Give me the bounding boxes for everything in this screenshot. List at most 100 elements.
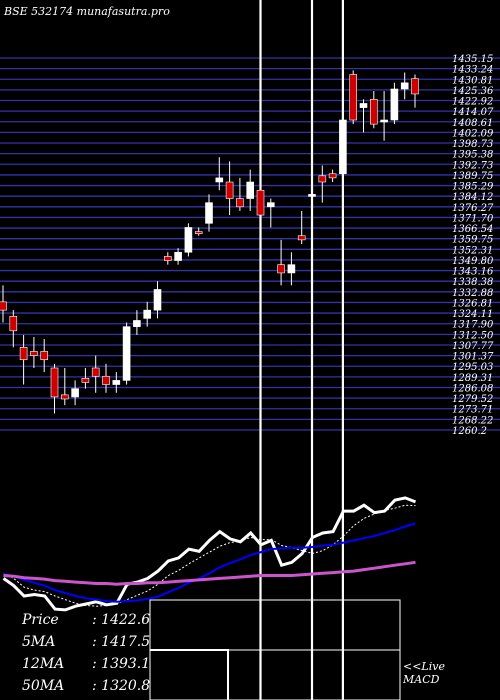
- y-tick-label: 1395.38: [452, 150, 493, 161]
- y-tick-label: 1425.36: [452, 86, 494, 97]
- candle-body: [153, 289, 162, 311]
- ma50-readout: 50MA: 1320.8: [22, 678, 151, 694]
- series-line-50ma: [3, 560, 416, 586]
- y-tick-label: 1343.16: [452, 267, 494, 278]
- y-tick-label: 1384.12: [452, 192, 493, 203]
- y-tick-label: 1332.88: [452, 288, 493, 299]
- y-tick-label: 1371.70: [452, 213, 494, 224]
- candle-body: [164, 256, 172, 261]
- candle-body: [19, 347, 28, 361]
- candle-body: [390, 88, 399, 121]
- y-tick-label: 1317.90: [452, 320, 494, 331]
- ma5-readout: 5MA: 1417.5: [22, 634, 151, 650]
- y-tick-label: 1402.09: [452, 128, 494, 139]
- price-readout: Price: 1422.6: [22, 612, 151, 628]
- series-line-price: [2, 496, 417, 612]
- y-tick-label: 1398.73: [452, 139, 493, 150]
- candle-body: [174, 251, 182, 261]
- live-macd-line1: <<Live: [403, 660, 445, 673]
- series-line-5ma: [3, 504, 416, 607]
- candle-body: [91, 367, 100, 377]
- ma12-readout: 12MA: 1393.1: [22, 656, 151, 672]
- candle-body: [236, 198, 244, 208]
- ma50-value: 1320.8: [101, 678, 151, 694]
- candle-body: [143, 309, 151, 319]
- y-tick-label: 1376.27: [452, 203, 494, 214]
- y-tick-label: 1435.15: [452, 54, 493, 65]
- y-tick-label: 1289.31: [452, 373, 493, 384]
- candle-body: [194, 231, 203, 234]
- chart-header: BSE 532174 munafasutra.pro: [4, 5, 170, 18]
- candle-body: [102, 375, 110, 385]
- price-value: 1422.6: [101, 612, 151, 628]
- y-tick-label: 1349.80: [452, 256, 494, 267]
- candle-body: [246, 181, 254, 199]
- y-tick-label: 1359.75: [452, 235, 493, 246]
- candle-body: [133, 320, 141, 327]
- candle-body: [81, 378, 90, 383]
- y-tick-label: 1286.08: [452, 383, 493, 394]
- y-tick-label: 1389.75: [452, 171, 493, 182]
- ma5-value: 1417.5: [101, 634, 151, 650]
- candle-body: [308, 194, 316, 197]
- price-axis-labels: 1435.151433.241430.811425.361422.921414.…: [452, 54, 494, 437]
- candle-body: [50, 367, 59, 398]
- candle-body: [339, 119, 347, 175]
- symbol-label: BSE 532174: [4, 5, 74, 18]
- y-tick-label: 1408.61: [452, 118, 493, 129]
- y-tick-label: 1352.31: [452, 245, 493, 256]
- y-tick-label: 1433.24: [452, 65, 493, 76]
- candlesticks: [0, 70, 419, 414]
- y-tick-label: 1301.37: [452, 352, 494, 363]
- y-tick-label: 1326.81: [452, 298, 493, 309]
- candle-body: [266, 202, 275, 208]
- y-tick-label: 1385.29: [452, 182, 494, 193]
- candle-body: [349, 74, 358, 121]
- candle-body: [256, 189, 265, 216]
- candle-body: [297, 235, 306, 241]
- y-tick-label: 1392.73: [452, 160, 493, 171]
- macd-line: [150, 649, 229, 700]
- candle-body: [0, 301, 7, 311]
- ma12-label: 12MA: [22, 656, 65, 672]
- ma5-label: 5MA: [22, 634, 56, 650]
- site-label: munafasutra.pro: [76, 5, 170, 18]
- y-tick-label: 1260.2: [452, 426, 487, 437]
- y-tick-label: 1295.03: [452, 362, 493, 373]
- candle-body: [400, 82, 409, 90]
- y-tick-label: 1366.54: [452, 224, 493, 235]
- candle-body: [287, 264, 296, 274]
- y-tick-label: 1279.52: [452, 394, 493, 405]
- series-line-12ma: [3, 522, 416, 603]
- y-tick-label: 1307.77: [452, 341, 494, 352]
- live-macd-line2: MACD: [403, 673, 440, 686]
- moving-average-lines: [2, 496, 417, 612]
- candle-body: [215, 177, 224, 183]
- live-macd-link[interactable]: <<Live MACD: [403, 660, 445, 686]
- candle-body: [40, 351, 49, 361]
- candle-body: [184, 227, 193, 253]
- y-tick-label: 1422.92: [452, 97, 493, 108]
- candle-body: [411, 78, 419, 95]
- ma12-value: 1393.1: [101, 656, 151, 672]
- candle-body: [369, 99, 378, 125]
- candle-body: [380, 119, 388, 123]
- y-tick-label: 1312.50: [452, 330, 494, 341]
- y-tick-label: 1273.71: [452, 405, 493, 416]
- candle-body: [60, 394, 69, 400]
- candle-body: [9, 316, 18, 332]
- candle-body: [122, 326, 131, 381]
- candle-body: [225, 181, 234, 199]
- y-tick-label: 1324.11: [452, 309, 493, 320]
- y-tick-label: 1430.81: [452, 75, 493, 86]
- ma50-label: 50MA: [22, 678, 65, 694]
- candle-body: [30, 351, 38, 356]
- candle-body: [277, 264, 285, 274]
- candle-body: [359, 103, 368, 108]
- candle-body: [318, 175, 327, 183]
- y-tick-label: 1268.22: [452, 415, 493, 426]
- y-tick-label: 1338.38: [452, 277, 493, 288]
- candle-body: [328, 173, 337, 179]
- macd-box: [149, 599, 401, 700]
